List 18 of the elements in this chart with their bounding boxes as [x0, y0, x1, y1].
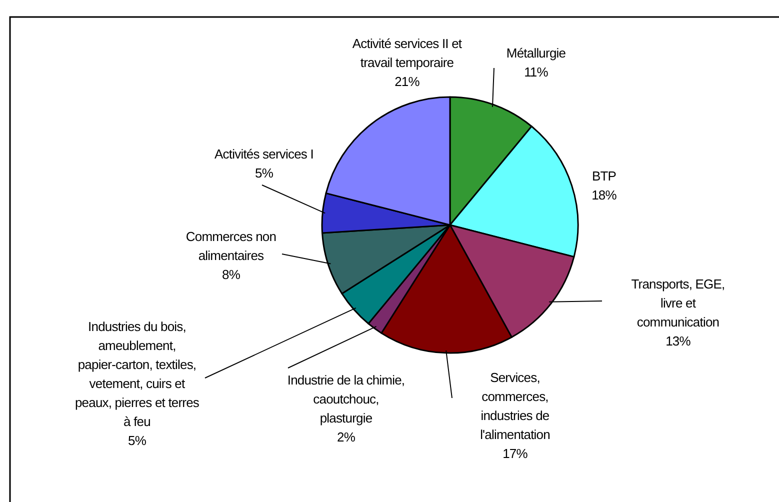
slice-label: Industrie de la chimie, caoutchouc, plasturgie — [287, 372, 405, 426]
slice-label: Services, commerces, industries de l'alimentation — [480, 370, 550, 442]
data-label: 2% — [337, 430, 356, 444]
legend-label: Transports, EGE, livre et communication — [631, 276, 725, 330]
data-label: 8% — [222, 267, 241, 282]
data-label: 11% — [524, 64, 549, 80]
data-label: 17% — [502, 446, 528, 461]
data-label: 5% — [255, 166, 274, 180]
slice-label: Industries du bois, ameublement, papier-carton, textiles, vetement, cuirs et peaux, pierres et terres à feu — [74, 319, 200, 429]
slice-label: BTP — [592, 168, 616, 184]
data-label: 13% — [666, 334, 692, 348]
slice-label: Commerces non alimentaires — [186, 229, 276, 263]
slice-label: Métallurgie — [506, 46, 566, 60]
slice-label: Activités services I — [214, 146, 314, 162]
data-label: 18% — [592, 188, 618, 202]
data-label: 5% — [128, 433, 147, 448]
slice-label: Activité services II et travail temporaire — [352, 36, 462, 70]
data-label: 21% — [394, 74, 420, 89]
